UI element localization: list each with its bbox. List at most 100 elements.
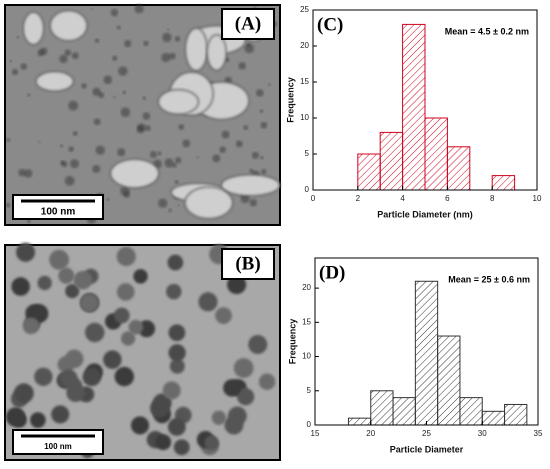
texture [38, 141, 41, 144]
nanoparticle [204, 435, 219, 450]
histogram-bar [392, 397, 416, 426]
texture [182, 139, 191, 148]
texture [249, 168, 254, 173]
texture [251, 151, 259, 159]
histogram-bar [491, 175, 516, 191]
y-tick-label: 10 [302, 352, 311, 361]
histogram-bar [379, 131, 404, 191]
scale-bar-box [12, 194, 104, 220]
texture [95, 145, 105, 155]
nanoparticle [173, 439, 190, 456]
texture [6, 138, 11, 142]
texture [268, 83, 271, 86]
texture [162, 32, 172, 43]
particle-blob [157, 88, 200, 115]
x-tick-label: 0 [311, 194, 316, 203]
texture [261, 169, 267, 175]
nanoparticle [211, 410, 227, 425]
nanoparticle [80, 294, 99, 312]
nanoparticle [25, 304, 43, 323]
x-tick-label: 30 [478, 429, 487, 438]
panel-label-box [221, 248, 275, 280]
texture [106, 197, 110, 201]
texture [27, 93, 31, 97]
texture [23, 169, 33, 178]
x-tick-label: 20 [366, 429, 375, 438]
texture [244, 43, 255, 54]
histogram-bar [347, 417, 372, 426]
nanoparticle [113, 307, 130, 324]
nanoparticle [103, 350, 122, 369]
texture [60, 160, 65, 165]
x-tick-label: 2 [356, 194, 361, 203]
nanoparticle [198, 292, 218, 312]
texture [249, 199, 258, 207]
texture [212, 154, 221, 163]
nanoparticle [236, 388, 255, 406]
nanoparticle [215, 307, 232, 324]
particle-blob [109, 158, 160, 189]
nanoparticle [166, 283, 182, 300]
texture [174, 179, 179, 184]
texture [221, 130, 230, 139]
texture [110, 8, 119, 17]
panel-label: (A) [235, 13, 261, 34]
texture [18, 168, 26, 177]
nanoparticle [13, 383, 34, 404]
y-tick-label: 5 [305, 149, 310, 158]
texture [168, 208, 172, 213]
histogram-bar [414, 280, 439, 426]
x-tick-label: 25 [422, 429, 431, 438]
nanoparticle [248, 334, 268, 354]
texture [69, 159, 80, 169]
y-tick-label: 10 [300, 113, 309, 122]
nanoparticle [116, 283, 135, 301]
texture [93, 118, 101, 126]
y-tick-label: 20 [302, 283, 311, 292]
texture [164, 158, 174, 168]
nanoparticle [65, 284, 80, 299]
y-axis-label: Frequency [285, 77, 295, 123]
texture [118, 66, 128, 76]
nanoparticle [114, 366, 134, 387]
nanoparticle [223, 379, 241, 397]
y-tick-label: 20 [300, 41, 309, 50]
nanoparticle [85, 322, 105, 343]
histogram-bar [504, 403, 528, 426]
texture [123, 191, 130, 198]
texture [142, 112, 151, 120]
nanoparticle [116, 246, 136, 267]
nanoparticle [120, 331, 136, 346]
texture [235, 140, 243, 148]
nanoparticle [64, 349, 84, 369]
nanoparticle [233, 358, 254, 378]
particle-blob [184, 27, 208, 72]
nanoparticle [51, 405, 70, 424]
texture [259, 109, 264, 113]
texture [157, 151, 162, 156]
histogram-bar [424, 117, 448, 191]
particle-blob [35, 71, 75, 92]
y-tick-label: 15 [302, 317, 311, 326]
nanoparticle [66, 377, 82, 393]
nanoparticle [16, 242, 36, 262]
texture [72, 131, 78, 136]
texture [20, 63, 27, 70]
texture [177, 204, 180, 207]
texture [136, 125, 145, 134]
texture [120, 107, 131, 118]
y-tick-label: 15 [300, 77, 309, 86]
texture [64, 175, 75, 186]
nanoparticle [169, 358, 185, 374]
texture [169, 52, 176, 60]
y-tick-label: 0 [305, 185, 310, 194]
texture [260, 121, 268, 129]
panel-label: (C) [317, 14, 343, 35]
texture [158, 198, 168, 208]
x-tick-label: 4 [400, 194, 405, 203]
texture [5, 202, 11, 208]
texture [26, 219, 31, 224]
particle-blob [22, 11, 45, 46]
nanoparticle [130, 416, 150, 435]
